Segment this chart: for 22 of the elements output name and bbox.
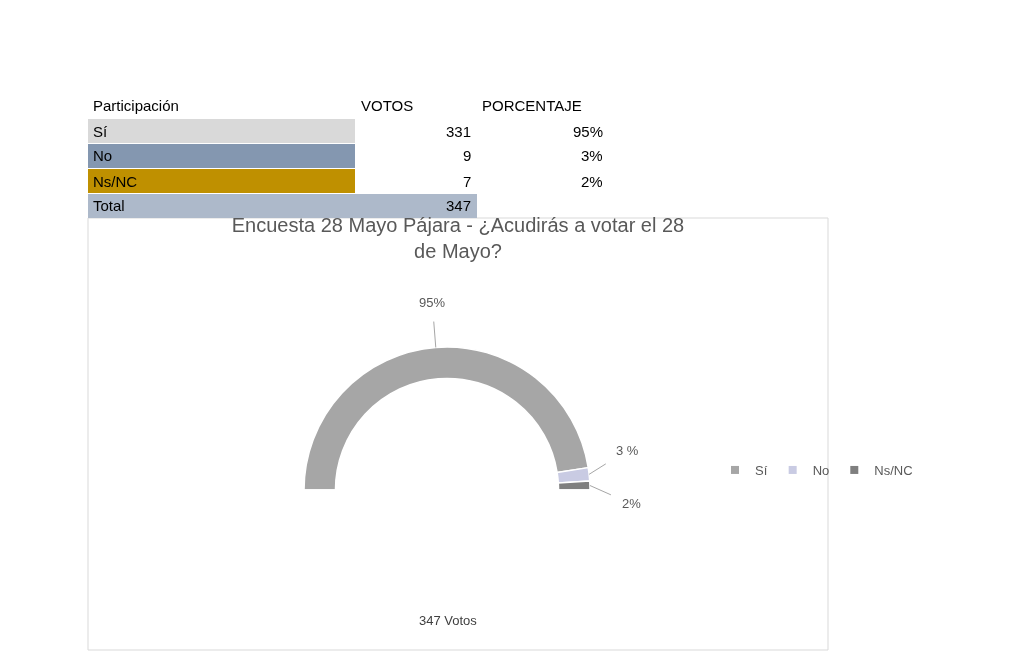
text: VOTOS [361,97,414,114]
text: 7 [463,173,472,190]
data-label: 95% [419,295,446,310]
category-label: Sí [93,123,108,140]
text: Total [93,197,125,214]
text: 347 [446,197,472,214]
text: 331 [446,123,472,140]
text: Participación [93,97,179,114]
legend-label: Ns/NC [874,463,913,479]
legend-label: Sí [755,463,768,479]
chart-title: Encuesta 28 Mayo Pájara - ¿Acudirás a votar el 28 de Mayo? [231,214,685,262]
category-label: Ns/NC [93,173,138,190]
text: PORCENTAJE [482,97,582,114]
data-label: 2% [622,496,642,511]
text: 9 [463,147,472,164]
text: 347 Votos [419,613,478,628]
category-label: No [93,147,113,164]
text: 2% [581,173,603,190]
text: 3% [581,147,603,164]
data-label: 3 % [616,443,639,458]
text: 95% [573,123,604,140]
legend-label: No [812,463,830,479]
